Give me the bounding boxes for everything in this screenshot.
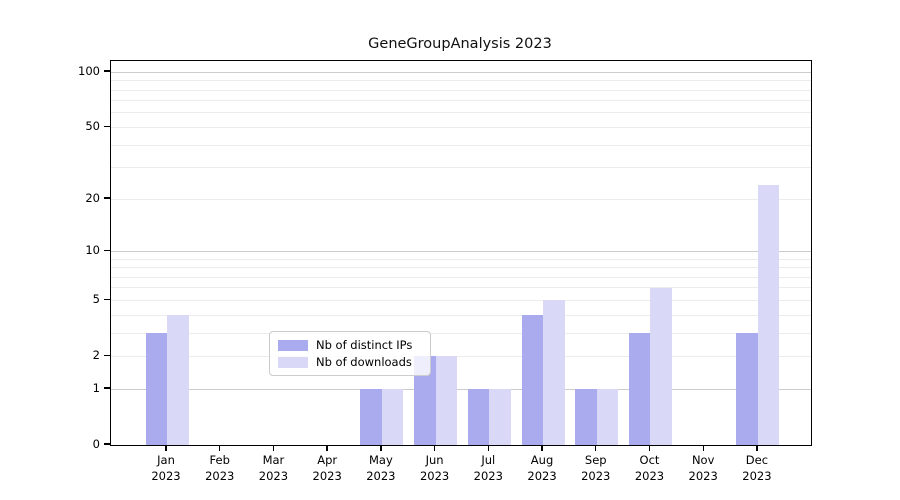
chart-title: GeneGroupAnalysis 2023 — [368, 36, 552, 52]
bar-distinct-ips-aug — [521, 315, 544, 445]
legend-row-downloads: Nb of downloads — [278, 354, 422, 369]
x-axis-tick-mark — [165, 445, 167, 451]
legend-label-distinct-ips: Nb of distinct IPs — [316, 337, 413, 352]
x-axis-tick-label: Jan 2023 — [151, 453, 181, 483]
bar-distinct-ips-sep — [575, 389, 597, 445]
gridline-major — [111, 71, 811, 73]
x-axis-tick-label: Dec 2023 — [742, 453, 772, 483]
gridline-major — [111, 388, 811, 390]
legend: Nb of distinct IPs Nb of downloads — [269, 331, 431, 376]
y-axis-tick-label: 0 — [92, 437, 100, 451]
bar-distinct-ips-jun — [414, 356, 436, 445]
x-axis-tick-label: Jun 2023 — [419, 453, 450, 483]
bar-distinct-ips-oct — [628, 333, 651, 445]
y-axis-tick-mark — [104, 125, 110, 128]
y-axis-tick-label: 1 — [92, 381, 100, 395]
gridline-minor — [111, 198, 811, 200]
x-axis-tick-mark — [219, 445, 221, 451]
x-axis-tick-label: May 2023 — [366, 453, 396, 483]
y-axis-tick-mark — [104, 249, 110, 251]
gridline-minor — [111, 167, 811, 169]
y-axis-tick-mark — [104, 443, 110, 445]
x-axis-tick-mark — [433, 445, 436, 451]
y-axis-tick-mark — [104, 387, 110, 389]
x-axis-tick-mark — [326, 445, 328, 451]
x-axis-tick-mark — [595, 445, 597, 451]
gridline-minor — [111, 267, 811, 269]
legend-row-distinct-ips: Nb of distinct IPs — [278, 337, 422, 352]
y-axis-tick-label: 100 — [78, 64, 100, 79]
x-axis-tick-label: Nov 2023 — [688, 453, 718, 483]
gridline-minor — [111, 80, 811, 82]
x-axis-tick-mark — [541, 445, 543, 451]
bar-downloads-jun — [435, 356, 458, 445]
y-axis-tick-label: 2 — [92, 348, 100, 363]
x-axis-tick-mark — [648, 445, 651, 451]
legend-swatch-downloads — [278, 356, 308, 368]
y-axis-tick-mark — [104, 197, 110, 199]
x-axis-tick-label: Mar 2023 — [258, 453, 289, 483]
gridline-minor — [111, 112, 811, 114]
x-axis-tick-label: Sep 2023 — [581, 453, 611, 483]
x-axis-tick-mark — [487, 445, 489, 451]
x-axis-tick-label: Jul 2023 — [473, 453, 503, 483]
y-axis-tick-label: 5 — [92, 292, 100, 307]
legend-swatch-distinct-ips — [278, 339, 308, 351]
gridline-minor — [111, 89, 811, 91]
x-axis-tick-mark — [756, 445, 758, 451]
x-axis-tick-mark — [380, 445, 382, 451]
gridline-minor — [111, 287, 811, 289]
gridline-minor — [111, 276, 811, 278]
bar-downloads-oct — [650, 287, 672, 445]
y-axis-tick-label: 20 — [85, 191, 100, 206]
gridline-minor — [111, 144, 811, 146]
x-axis-tick-label: Feb 2023 — [205, 453, 235, 483]
bar-downloads-jan — [167, 315, 189, 445]
bar-distinct-ips-jul — [467, 389, 490, 445]
x-axis-tick-label: Apr 2023 — [312, 453, 342, 483]
x-axis-tick-mark — [272, 445, 275, 451]
bar-distinct-ips-jan — [145, 333, 167, 445]
gridline-minor — [111, 332, 811, 334]
y-axis-tick-mark — [104, 354, 110, 356]
bar-downloads-aug — [543, 300, 565, 445]
bar-distinct-ips-may — [360, 389, 382, 445]
bar-downloads-sep — [596, 389, 619, 445]
y-axis-tick-mark — [104, 298, 110, 300]
bar-downloads-dec — [757, 184, 780, 445]
gridline-major — [111, 250, 811, 252]
bar-downloads-jul — [489, 389, 511, 445]
bar-distinct-ips-dec — [736, 333, 758, 445]
y-axis-tick-label: 50 — [85, 119, 100, 134]
legend-label-downloads: Nb of downloads — [316, 354, 412, 369]
gridline-minor — [111, 314, 811, 316]
x-axis-tick-mark — [702, 445, 704, 451]
x-axis-tick-label: Oct 2023 — [634, 453, 665, 483]
gridline-minor — [111, 355, 811, 357]
y-axis-tick-label: 10 — [85, 243, 100, 258]
gridline-minor — [111, 258, 811, 260]
plot-area — [110, 60, 812, 446]
gridline-minor — [111, 126, 811, 128]
gridline-minor — [111, 100, 811, 102]
bar-downloads-may — [381, 389, 404, 445]
y-axis-tick-mark — [104, 70, 110, 72]
x-axis-tick-label: Aug 2023 — [527, 453, 557, 483]
gridline-minor — [111, 299, 811, 301]
